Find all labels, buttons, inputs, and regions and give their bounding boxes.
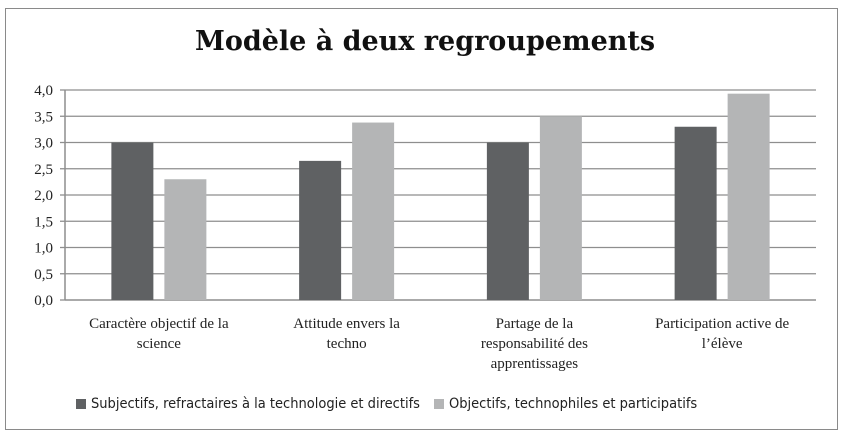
x-category-label-line: l’élève — [702, 336, 743, 352]
x-category-label-line: Participation active de — [655, 316, 789, 332]
x-category-label: Participation active de l’élève — [655, 316, 789, 352]
x-category-label-line: responsabilité des — [481, 336, 588, 352]
bar-series-2-cat-3 — [539, 116, 582, 300]
legend: Subjectifs, refractaires à la technologi… — [76, 396, 711, 412]
x-category-label: Partage de la responsabilité des apprentis… — [481, 316, 588, 372]
x-category-label-line: Partage de la — [496, 316, 574, 332]
y-tick-label: 1,0 — [34, 241, 53, 257]
legend-label-series-1: Subjectifs, refractaires à la technologi… — [91, 396, 420, 412]
x-category-label-line: techno — [327, 336, 367, 352]
x-category-label: Caractère objectif de la science — [89, 316, 229, 352]
bar-series-2-cat-4 — [727, 93, 770, 300]
legend-label-series-2: Objectifs, technophiles et participatifs — [448, 396, 698, 412]
y-tick-label: 3,0 — [34, 136, 53, 152]
y-tick-label: 0,5 — [34, 267, 53, 283]
y-tick-label: 4,0 — [34, 83, 53, 99]
bar-series-2-cat-2 — [352, 122, 395, 300]
x-category-label-line: apprentissages — [491, 356, 579, 372]
y-tick-label: 1,5 — [34, 214, 53, 230]
legend-swatch-series-1 — [76, 399, 86, 409]
bar-series-2-cat-1 — [164, 179, 207, 300]
legend-item-series-1: Subjectifs, refractaires à la technologi… — [76, 396, 420, 412]
legend-item-series-2: Objectifs, technophiles et participatifs — [433, 396, 698, 412]
x-category-label: Attitude envers la techno — [293, 316, 400, 352]
y-tick-label: 2,5 — [34, 162, 53, 178]
y-tick-label: 0,0 — [34, 293, 53, 309]
bar-series-1-cat-3 — [486, 142, 529, 300]
x-category-label-line: Caractère objectif de la — [89, 316, 229, 332]
y-tick-label: 3,5 — [34, 109, 53, 125]
y-tick-label: 2,0 — [34, 188, 53, 204]
x-category-label-line: science — [137, 336, 181, 352]
bar-series-1-cat-4 — [674, 126, 717, 300]
x-category-label-line: Attitude envers la — [293, 316, 400, 332]
legend-swatch-series-2 — [433, 399, 444, 409]
bar-series-1-cat-1 — [111, 142, 154, 300]
chart-title: Modèle à deux regroupements — [194, 26, 656, 57]
bar-series-1-cat-2 — [299, 160, 342, 300]
